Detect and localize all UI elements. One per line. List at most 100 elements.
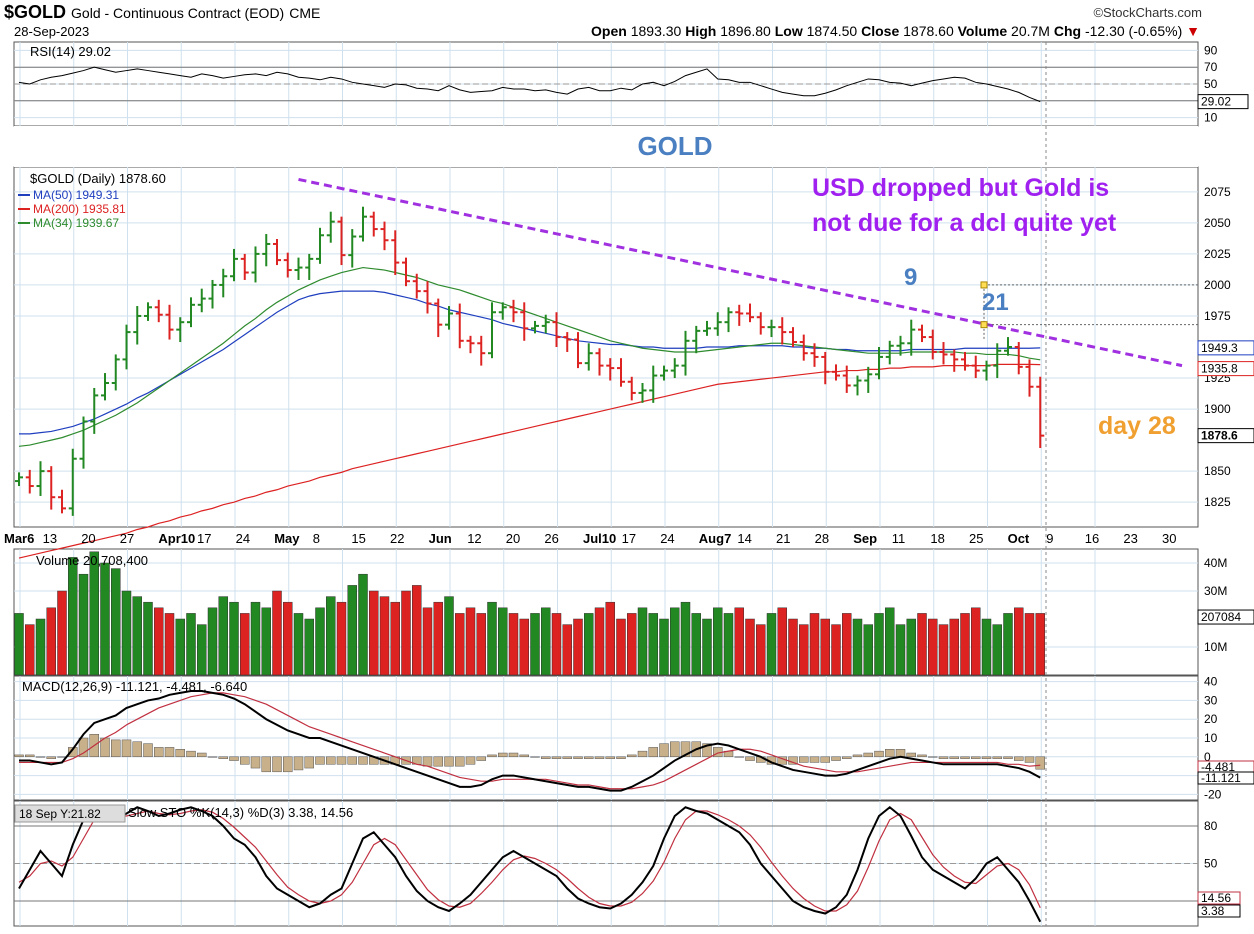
macd-histogram-bar: [541, 756, 551, 759]
volume-bar: [573, 618, 583, 676]
hover-readout-box: [14, 804, 126, 823]
macd-tag: -11.121: [1201, 771, 1241, 785]
x-axis-label: 16: [1085, 531, 1099, 546]
price-bar: [584, 343, 593, 371]
x-axis-label: Apr10: [158, 531, 195, 546]
price-bar: [337, 216, 346, 266]
change-value: -12.30 (-0.65%): [1084, 23, 1183, 39]
macd-histogram-bar: [1024, 756, 1035, 763]
macd-histogram-bar: [1014, 756, 1024, 761]
volume-bar: [261, 607, 271, 676]
volume-bar: [831, 624, 841, 676]
macd-histogram-bar: [272, 756, 282, 773]
price-bar: [90, 387, 99, 434]
price-bar: [703, 320, 711, 336]
price-bar: [789, 327, 797, 347]
volume-bar: [336, 601, 347, 676]
annotation-cycle-21: 21: [982, 289, 1009, 316]
macd-histogram-bar: [35, 756, 46, 758]
legend-entry: MA(34) 1939.67: [33, 216, 119, 230]
volume-bar: [272, 590, 282, 676]
price-bar: [670, 358, 679, 379]
price-legend: $GOLD (Daily) 1878.60: [30, 171, 166, 186]
volume-bar: [799, 624, 809, 676]
ma34-line: [18, 266, 1041, 447]
close-value: 1878.60: [903, 23, 954, 39]
macd-histogram-bar: [261, 756, 271, 773]
stoch-tag: 14.56: [1201, 891, 1231, 905]
price-bar: [251, 246, 260, 283]
volume-bar: [1003, 613, 1013, 676]
price-bar: [316, 227, 324, 264]
price-bar: [939, 342, 948, 365]
macd-tick-label: -20: [1204, 787, 1222, 801]
volume-bar: [14, 613, 24, 676]
volume-bar: [734, 607, 744, 676]
measure-handle-top: [980, 281, 988, 289]
volume-label: Volume: [957, 23, 1008, 39]
macd-histogram-bar: [1003, 756, 1013, 759]
macd-histogram-bar: [831, 756, 841, 761]
macd-histogram-bar: [111, 739, 121, 758]
exchange: CME: [289, 5, 321, 21]
rsi-last-tag: 29.02: [1201, 95, 1231, 109]
volume-bar: [35, 618, 46, 676]
brand-logo[interactable]: ©StockCharts.com: [1093, 5, 1202, 20]
price-bar: [864, 366, 873, 393]
price-bar: [961, 351, 969, 371]
volume-bar: [347, 585, 357, 676]
price-bar: [455, 303, 464, 349]
price-tick-label: 2075: [1204, 185, 1231, 199]
macd-histogram-bar: [143, 743, 153, 758]
macd-histogram-bar: [207, 756, 218, 758]
price-bar: [176, 317, 185, 343]
volume-bar: [508, 613, 519, 676]
price-bar: [165, 304, 174, 340]
price-tag: 1878.6: [1201, 429, 1238, 443]
macd-histogram-bar: [863, 752, 873, 758]
stoch-tag-box: [1197, 904, 1241, 918]
price-bar: [445, 306, 453, 330]
macd-histogram-bar: [293, 756, 304, 771]
volume-bar: [46, 607, 56, 676]
volume-last-tag-box: [1197, 609, 1254, 625]
ma50-line: [19, 290, 1041, 435]
price-bar: [767, 319, 776, 338]
macd-histogram-bar: [949, 756, 959, 759]
close-label: Close: [861, 23, 900, 39]
symbol-title: $GOLD Gold - Continuous Contract (EOD) C…: [4, 2, 320, 23]
rsi-tick-label: 90: [1204, 43, 1218, 57]
volume-bar: [519, 618, 529, 676]
macd-histogram-bar: [229, 756, 239, 761]
price-bar: [412, 273, 421, 299]
macd-histogram-bar: [680, 741, 691, 758]
macd-histogram-bar: [46, 756, 56, 759]
macd-histogram-bar: [605, 756, 615, 759]
price-tag-box: [1197, 428, 1254, 444]
x-axis-label: 14: [737, 531, 751, 546]
annotation-usd-line2: not due for a dcl quite yet: [812, 209, 1117, 237]
price-bar: [208, 279, 217, 309]
price-bar: [423, 281, 432, 314]
price-bar: [1004, 337, 1012, 356]
volume-bar: [648, 613, 658, 676]
stoch-k-line: [18, 805, 1042, 923]
macd-legend: MACD(12,26,9) -11.121, -4.481, -6.640: [22, 679, 247, 694]
volume-bar: [390, 601, 400, 676]
volume-bar: [906, 618, 916, 676]
x-axis-label: 13: [43, 531, 57, 546]
price-bar: [262, 234, 271, 267]
macd-histogram-bar: [584, 756, 594, 759]
x-axis-label: 23: [1123, 531, 1137, 546]
rsi-tick-label: 70: [1204, 60, 1218, 74]
macd-histogram-bar: [358, 756, 368, 765]
volume-bar: [637, 607, 648, 676]
ohlc-summary: Open 1893.30 High 1896.80 Low 1874.50 Cl…: [591, 23, 1200, 39]
volume-bar: [283, 601, 293, 676]
stoch-tick-label: 50: [1204, 857, 1218, 871]
price-bar: [778, 317, 787, 345]
open-label: Open: [591, 23, 627, 39]
volume-bar: [25, 624, 35, 676]
title-band: [14, 126, 1198, 167]
